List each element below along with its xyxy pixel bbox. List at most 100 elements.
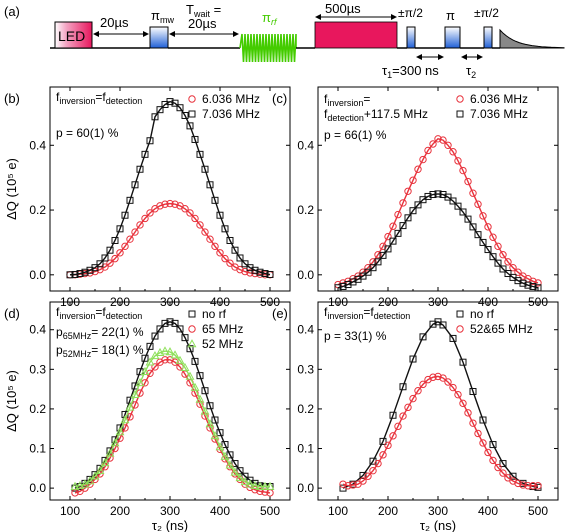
data-point — [459, 358, 467, 366]
data-point — [136, 165, 144, 173]
data-point — [191, 135, 199, 143]
data-point — [221, 254, 229, 263]
data-point — [444, 378, 452, 386]
pi-label: π — [446, 8, 455, 23]
data-point — [226, 236, 234, 244]
data-point — [240, 476, 250, 486]
data-point — [439, 136, 447, 144]
data-point — [374, 459, 382, 468]
data-point — [151, 363, 159, 371]
y-tick-label: 0.0 — [29, 481, 46, 495]
data-point — [91, 264, 99, 272]
data-point — [225, 460, 235, 469]
data-point — [369, 264, 377, 272]
x-tick-label: 200 — [110, 504, 130, 518]
data-point — [206, 181, 214, 189]
data-point — [404, 214, 412, 222]
data-point — [125, 402, 135, 411]
y-tick-label: 0.2 — [297, 402, 314, 416]
data-point — [499, 460, 507, 468]
y-tick-label: 0.2 — [29, 203, 46, 217]
data-point — [121, 242, 129, 251]
data-point — [230, 467, 240, 476]
legend-marker — [456, 310, 464, 318]
legend-label: 6.036 MHz — [202, 92, 260, 106]
data-point — [449, 383, 457, 392]
data-point — [389, 411, 397, 419]
data-point — [141, 150, 149, 158]
data-point — [429, 191, 437, 199]
data-point — [171, 319, 179, 327]
tau2-label: τ2 — [466, 63, 476, 80]
data-point — [131, 401, 139, 409]
data-point — [394, 229, 402, 237]
data-point — [186, 209, 194, 217]
data-point — [429, 373, 437, 381]
data-point — [116, 249, 124, 257]
led-label: LED — [58, 28, 85, 44]
data-point — [146, 369, 154, 377]
data-point — [489, 456, 497, 465]
data-point — [166, 98, 174, 106]
data-point — [90, 471, 100, 480]
legend-marker — [456, 325, 464, 333]
legend-label: no rf — [470, 307, 495, 321]
data-point — [499, 469, 507, 477]
data-point — [509, 263, 517, 272]
pi-half-pulse-1 — [406, 26, 416, 49]
data-point — [464, 409, 472, 417]
data-point — [364, 263, 372, 272]
legend-marker — [456, 110, 464, 118]
data-point — [81, 268, 89, 276]
data-point — [434, 372, 442, 381]
series-line — [74, 359, 271, 494]
data-point — [344, 482, 352, 490]
data-point — [196, 150, 204, 158]
data-point — [131, 181, 139, 189]
data-point — [444, 193, 452, 201]
data-point — [434, 190, 442, 198]
x-axis-label: τ₂ (ns) — [420, 518, 456, 532]
data-point — [196, 221, 204, 229]
legend-marker — [188, 325, 196, 333]
data-point — [186, 122, 194, 130]
data-point — [524, 281, 532, 289]
data-point — [449, 197, 457, 205]
data-point — [181, 205, 189, 213]
interval-20us-label: 20µs — [100, 15, 129, 30]
data-point — [494, 242, 502, 251]
data-point — [489, 233, 497, 241]
data-point — [359, 272, 367, 280]
data-point — [504, 270, 512, 278]
data-point — [141, 354, 149, 362]
data-point — [479, 439, 487, 447]
signal-decay — [499, 28, 565, 49]
legend-label: 6.036 MHz — [470, 92, 528, 106]
twait-label: Twait = — [186, 2, 221, 19]
series-7.036 MHz: 7.036 MHz — [66, 98, 274, 279]
data-point — [130, 389, 140, 398]
pi-pulse — [444, 26, 461, 49]
data-point — [141, 214, 149, 223]
pulse-sequence-panel: (a) LED 20µs πmw Twait = 20µs πrf 500µs … — [4, 1, 565, 80]
data-point — [105, 448, 115, 457]
series-7.036 MHz: 7.036 MHz — [334, 107, 542, 292]
data-point — [514, 268, 522, 276]
legend-label: no rf — [202, 307, 227, 321]
data-point — [66, 271, 74, 279]
data-point — [529, 482, 537, 490]
data-point — [454, 202, 462, 210]
data-point — [71, 270, 79, 278]
legend-label: 7.036 MHz — [470, 107, 528, 121]
data-point — [389, 222, 397, 230]
data-point — [135, 377, 145, 387]
data-point — [404, 187, 412, 195]
data-point — [131, 228, 139, 236]
data-point — [146, 209, 154, 217]
series-line — [337, 138, 539, 286]
data-point — [241, 267, 249, 276]
data-point — [479, 212, 487, 220]
data-point — [424, 192, 432, 200]
data-point — [414, 387, 422, 395]
